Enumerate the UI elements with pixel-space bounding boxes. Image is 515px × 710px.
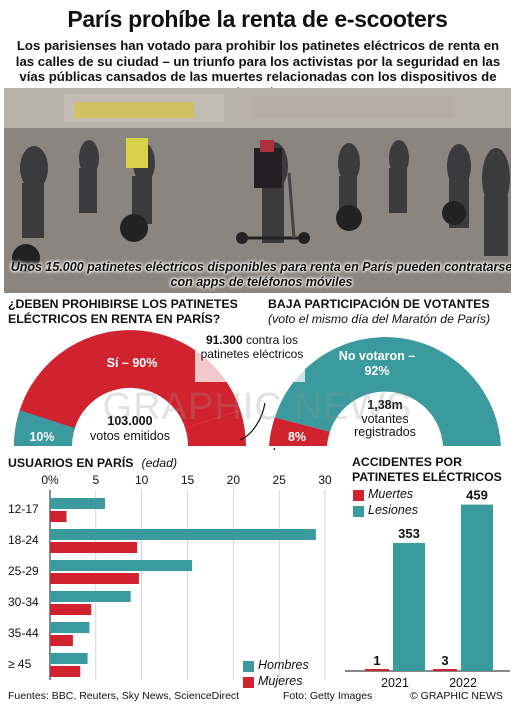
turnout-title: BAJA PARTICIPACIÓN DE VOTANTES (268, 297, 490, 311)
registered-label-2: registrados (354, 425, 416, 439)
page-title: París prohíbe la renta de e-scooters (67, 6, 448, 32)
registered-value: 1,38m (367, 398, 403, 412)
yes-label: Sí – 90% (106, 356, 158, 370)
bar-mujeres (50, 666, 81, 677)
vote-8-slice (269, 417, 330, 446)
registered-label-1: votantes (361, 411, 409, 426)
users-title-text: USUARIOS EN PARÍS (8, 456, 134, 470)
yes-90-slice (14, 330, 241, 446)
bar-mujeres (50, 573, 139, 584)
legend-men: Hombres (258, 658, 309, 672)
category-label: 30-34 (8, 595, 39, 609)
bar-mujeres (50, 635, 73, 646)
category-label: ≥ 45 (8, 657, 32, 671)
bar-hombres (50, 529, 316, 540)
photo-caption-text: Unos 15.000 patinetes eléctricos disponi… (10, 260, 511, 289)
against-annotation: 91.300 contra los patinetes eléctricos (196, 333, 308, 361)
category-label: 25-29 (8, 564, 39, 578)
no-vote-92-slice (274, 337, 501, 446)
total-votes-value: 103.000 (107, 414, 153, 428)
turnout-heading: BAJA PARTICIPACIÓN DE VOTANTES (voto el … (268, 297, 513, 326)
legend-women-swatch (243, 677, 254, 688)
bar-lesiones (393, 543, 425, 671)
no-vote-label-line1: No votaron – (338, 349, 416, 363)
x-tick-label: 30 (318, 473, 332, 487)
x-tick-label: 25 (272, 473, 286, 487)
legend-women: Mujeres (258, 674, 303, 688)
registered-voters: 1,38m votantes registrados (335, 398, 435, 440)
bar-lesiones (461, 504, 493, 671)
vote-label: 8% (287, 430, 307, 444)
bar-mujeres (50, 604, 92, 615)
total-votes: 103.000 votos emitidos (80, 414, 180, 443)
users-bar-chart: 0% 5 10 15 20 25 30 12-17 18-24 25-29 30-34 35-44 ≥ … (8, 473, 332, 680)
no-10-slice (185, 410, 246, 446)
footer-copyright: © GRAPHIC NEWS (410, 690, 503, 702)
bar-hombres (50, 653, 88, 664)
x-tick-label: 10 (135, 473, 149, 487)
bar-mujeres (50, 511, 67, 522)
users-unit: (edad) (141, 456, 178, 470)
category-label: 2021 (381, 676, 409, 690)
category-label: 35-44 (8, 626, 39, 640)
legend-injuries: Lesiones (368, 503, 419, 517)
legend-men-swatch (243, 661, 254, 672)
no-vote-label: No votaron – 92% (322, 349, 432, 379)
x-tick-label: 15 (181, 473, 195, 487)
accidents-title: ACCIDENTES POR PATINETES ELÉCTRICOS (352, 455, 502, 484)
no-10-slice-left (14, 410, 75, 446)
users-title: USUARIOS EN PARÍS (edad) (8, 456, 177, 470)
referendum-question: ¿DEBEN PROHIBIRSE LOS PATINETES ELÉCTRIC… (8, 297, 238, 326)
value-label-muertes: 3 (441, 653, 448, 668)
against-value: 91.300 (205, 333, 243, 347)
no-label: 10% (29, 430, 55, 444)
bar-hombres (50, 498, 105, 509)
no-vote-label-line2: 92% (364, 364, 390, 378)
x-tick-label: 20 (227, 473, 241, 487)
x-tick-label: 0% (41, 473, 59, 487)
footer-sources: Fuentes: BBC, Reuters, Sky News, Science… (8, 690, 240, 702)
bar-hombres (50, 560, 193, 571)
accidents-bar-chart: 1 353 2021 3 459 2022 (345, 488, 510, 690)
semicircle-charts (14, 330, 501, 450)
legend-deaths-swatch (353, 490, 364, 501)
category-label: 12-17 (8, 502, 39, 516)
photo-caption: Unos 15.000 patinetes eléctricos disponi… (4, 260, 511, 290)
bar-mujeres (50, 542, 138, 553)
turnout-subtitle: (voto el mismo día del Maratón de París) (268, 311, 491, 326)
bar-hombres (50, 622, 90, 633)
footer-photo-credit: Foto: Getty Images (283, 690, 373, 702)
against-text: contra los patinetes eléctricos (200, 333, 304, 361)
value-label-lesiones: 353 (398, 526, 420, 541)
total-votes-label: votos emitidos (90, 428, 170, 443)
category-label: 2022 (449, 676, 477, 690)
value-label-lesiones: 459 (466, 488, 488, 503)
scooter-photo: Unos 15.000 patinetes eléctricos disponi… (4, 88, 511, 293)
value-label-muertes: 1 (373, 653, 380, 668)
legend-deaths: Muertes (368, 487, 414, 501)
x-tick-label: 5 (92, 473, 99, 487)
category-label: 18-24 (8, 533, 39, 547)
bar-hombres (50, 591, 131, 602)
photo-illustration (4, 88, 511, 293)
legend-injuries-swatch (353, 506, 364, 517)
watermark: GRAPHIC NEWS (102, 386, 413, 428)
